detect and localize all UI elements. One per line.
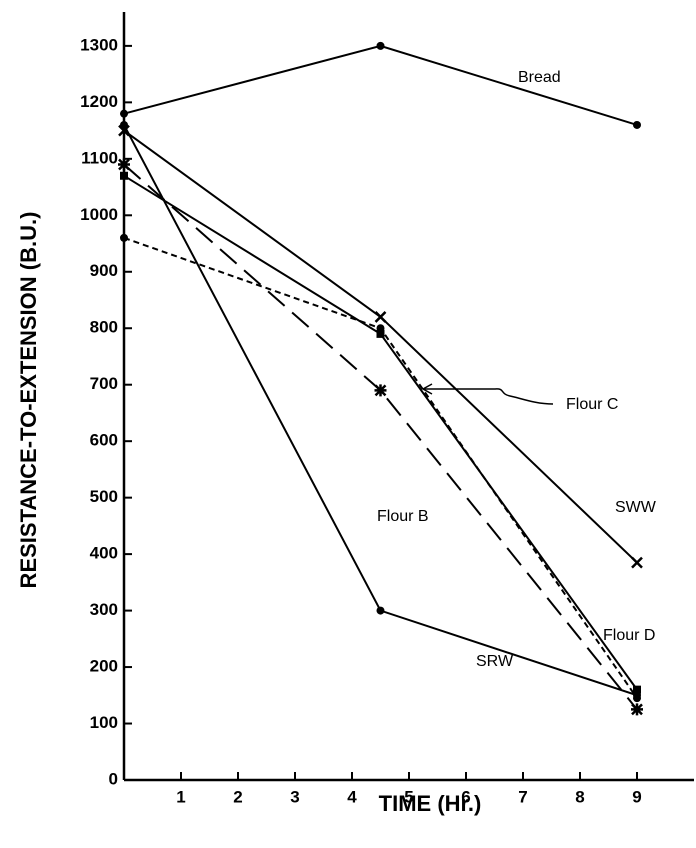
- point: [374, 384, 387, 397]
- point: [631, 556, 643, 569]
- y-tick-label: 1300: [80, 35, 118, 54]
- y-tick-label: 0: [109, 769, 118, 788]
- y-tick-label: 1200: [80, 92, 118, 111]
- point: [633, 691, 641, 700]
- point: [118, 158, 130, 171]
- series-label: SWW: [615, 499, 657, 516]
- arrow-head: [421, 383, 433, 395]
- x-tick-label: 3: [290, 787, 299, 806]
- y-tick-label: 800: [90, 318, 118, 337]
- x-tick-label: 9: [632, 787, 641, 806]
- x-tick-label: 4: [347, 787, 357, 806]
- series-label: Flour B: [377, 508, 429, 525]
- point: [376, 606, 385, 615]
- point: [631, 703, 643, 716]
- point: [376, 329, 385, 338]
- y-tick-label: 1000: [80, 205, 118, 224]
- series-line: [123, 236, 638, 699]
- y-tick-label: 100: [90, 713, 118, 732]
- y-tick-label: 500: [90, 487, 118, 506]
- y-tick-label: 200: [90, 657, 118, 676]
- x-tick-label: 7: [518, 787, 527, 806]
- x-tick-label: 1: [176, 787, 185, 806]
- point: [376, 41, 385, 50]
- point: [633, 685, 641, 694]
- y-tick-label: 900: [90, 261, 118, 280]
- point: [120, 171, 128, 180]
- y-tick-label: 400: [90, 544, 118, 563]
- x-tick-label: 5: [404, 787, 413, 806]
- x-tick-label: 2: [233, 787, 242, 806]
- y-tick-label: 600: [90, 431, 118, 450]
- series-label: Flour C: [566, 396, 618, 413]
- y-axis-title: RESISTANCE-TO-EXTENSION (B.U.): [16, 212, 41, 589]
- series-label: Flour D: [603, 627, 655, 644]
- series-label: SRW: [476, 653, 514, 670]
- point: [120, 233, 128, 242]
- point: [120, 120, 128, 129]
- y-tick-label: 1100: [81, 148, 118, 167]
- point: [118, 124, 130, 137]
- y-tick-label: 300: [90, 600, 118, 619]
- series-label: Bread: [518, 69, 561, 86]
- y-tick-label: 700: [90, 374, 118, 393]
- point: [376, 324, 385, 333]
- point: [374, 311, 387, 323]
- series-line: [123, 129, 638, 564]
- annotation-arrow: [424, 388, 554, 405]
- point: [633, 120, 641, 129]
- x-tick-label: 6: [461, 787, 470, 806]
- x-axis-title: TIME (Hr.): [379, 791, 482, 816]
- x-tick-label: 8: [575, 787, 584, 806]
- point: [120, 109, 128, 118]
- series-line: [123, 163, 638, 711]
